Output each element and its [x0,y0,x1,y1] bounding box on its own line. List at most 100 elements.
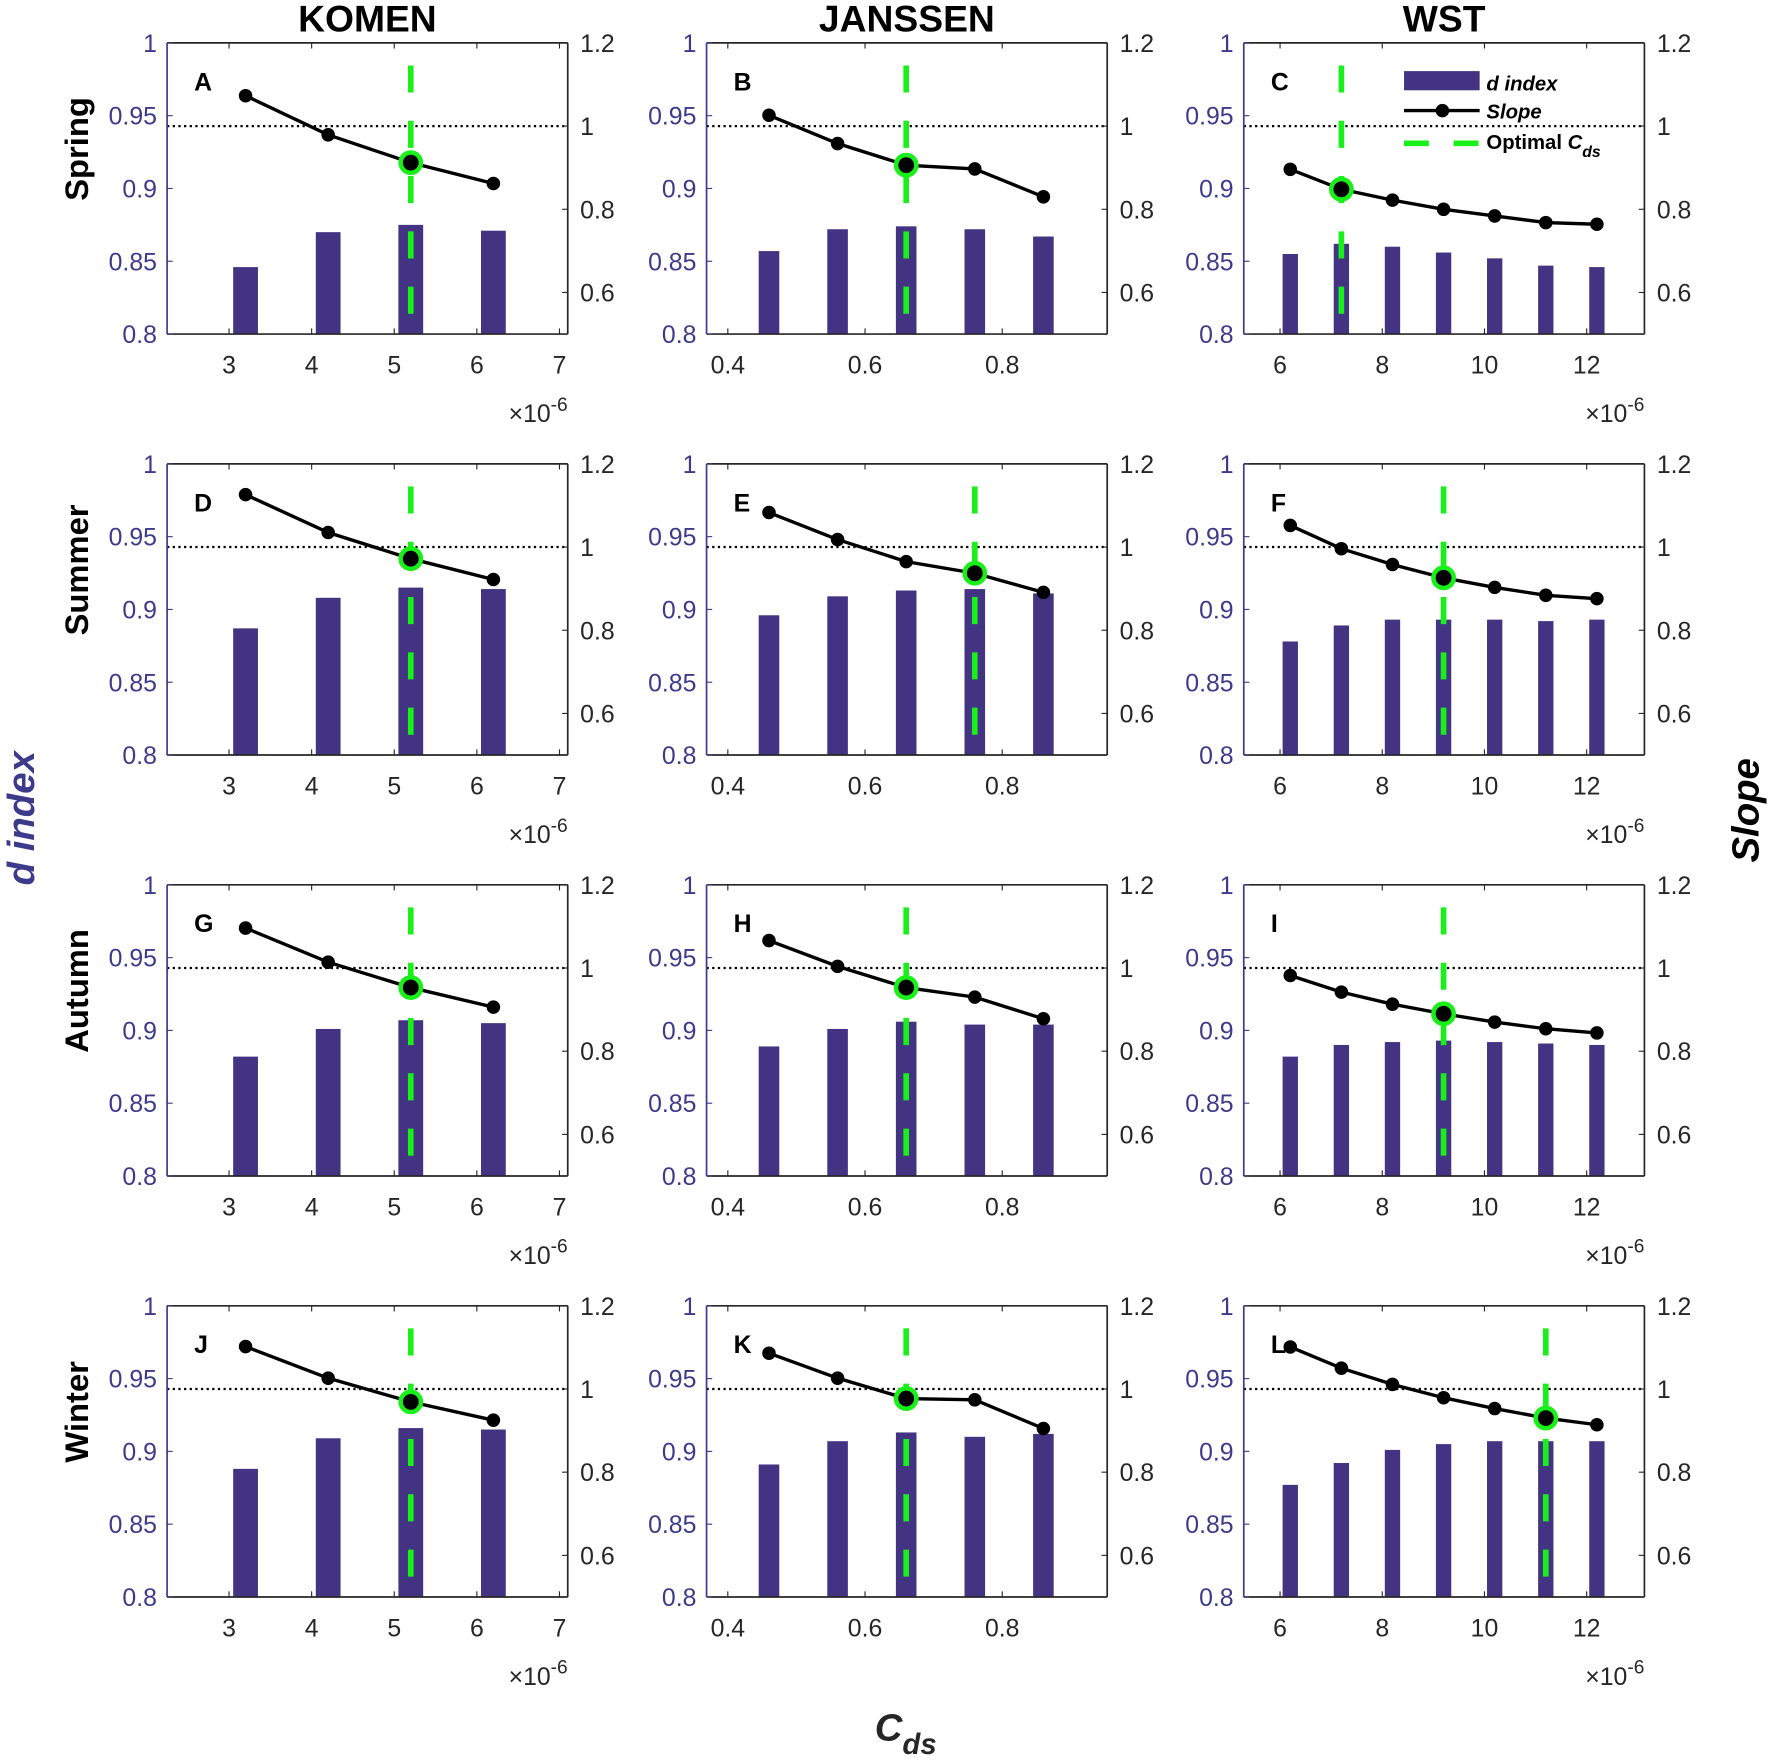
y2-tick-label: 1 [1657,535,1671,562]
y2-tick-label: 0.8 [1120,1460,1155,1487]
exponent-base: ×10 [509,1243,551,1270]
y-tick-label: 1 [1220,873,1234,900]
slope-point [1334,985,1349,999]
slope-point [238,487,253,502]
d-index-bar [315,1028,341,1176]
y-tick-label: 0.8 [122,1585,157,1612]
y-tick-label: 1 [1220,1294,1234,1321]
y-tick-label: 0.95 [1185,946,1233,973]
optimal-slope-marker [893,152,919,178]
row-label: Spring [58,97,95,201]
y2-tick-label: 0.8 [580,1460,614,1487]
y-tick-label: 0.85 [648,670,696,697]
x-tick-label: 6 [1273,353,1287,380]
optimal-slope-marker [398,975,424,1000]
d-index-bar [1435,619,1452,756]
y2-tick-label: 1 [580,535,594,562]
panel-c: 6 8 10 12 0.8 0.85 0.9 0.95 1 0.6 0.8 1 1.2 ×10-6 C d i… [1185,31,1691,428]
optimal-slope-marker [1431,1001,1456,1027]
y2-tick-label: 0.8 [580,618,614,645]
slope-point [238,88,253,103]
column-title: WST [1403,0,1486,40]
x-tick-label: 4 [305,1195,319,1222]
x-exponent-label: ×10-6 [1585,816,1644,849]
slope-point [1539,1021,1553,1036]
y-tick-label: 0.85 [648,249,696,276]
slope-point [1385,1377,1400,1392]
y2-tick-label: 1.2 [1657,873,1692,900]
y-tick-label: 1 [143,873,157,900]
y-tick-label: 0.95 [1185,525,1233,552]
exponent-power: -6 [1627,395,1644,416]
d-index-bar [1538,265,1554,335]
y-tick-label: 0.95 [648,525,696,552]
d-index-bar [1033,1433,1054,1597]
x-axis-label: Cds [875,1706,937,1761]
d-index-bar [1033,236,1054,335]
y2-tick-label: 1.2 [580,452,614,479]
y2-axis-label: Slope [1724,758,1767,862]
slope-point [1436,202,1451,217]
d-index-bar [827,1441,848,1597]
slope-point [1036,190,1051,204]
panel-g: 3 4 5 6 7 0.8 0.85 0.9 0.95 1 0.6 0.8 1 1.2 ×10-6 G [109,873,615,1270]
exponent-power: -6 [1627,816,1644,837]
d-index-bar [1333,625,1350,756]
slope-point [830,959,845,974]
slope-point [1283,1340,1298,1354]
panel-letter: A [194,69,212,96]
x-tick-label: 3 [222,1195,236,1222]
d-index-bar [233,1056,258,1176]
x-tick-label: 10 [1471,1195,1499,1222]
d-index-bar [1538,621,1554,756]
slope-line [244,493,494,582]
slope-point [1334,1361,1349,1375]
y-tick-label: 1 [143,452,157,479]
y2-tick-label: 0.6 [1657,280,1692,307]
y2-tick-label: 1 [1120,956,1134,983]
y2-tick-label: 0.8 [1120,197,1155,224]
slope-point [1283,518,1298,533]
d-index-bar [480,589,506,756]
y2-tick-label: 1 [1120,535,1134,562]
slope-point [1036,1011,1051,1026]
y-tick-label: 0.9 [122,177,157,204]
y2-tick-label: 0.6 [1120,1122,1155,1149]
y-tick-label: 1 [1220,452,1234,479]
x-axis-symbol: C [875,1706,904,1749]
d-index-bar [1435,252,1452,335]
exponent-power: -6 [551,1237,568,1258]
panel-letter: D [194,490,212,517]
x-exponent-label: ×10-6 [509,1237,568,1270]
x-tick-label: 6 [470,1195,484,1222]
d-index-bar [964,1436,986,1597]
optimal-slope-marker [1533,1405,1559,1431]
y2-tick-label: 0.6 [1120,280,1155,307]
d-index-bar [827,229,848,335]
panel-l: 6 8 10 12 0.8 0.85 0.9 0.95 1 0.6 0.8 1 1.2 ×10-6 L [1185,1294,1691,1691]
d-index-bar [827,1028,848,1176]
optimal-slope-marker [893,975,919,1000]
panel-a: 3 4 5 6 7 0.8 0.85 0.9 0.95 1 0.6 0.8 1 1.2 ×10-6 A [109,31,615,428]
x-exponent-label: ×10-6 [509,816,568,849]
slope-point [238,1339,253,1354]
slope-point [1590,1417,1604,1432]
d-index-bar [1384,1042,1401,1176]
y-tick-label: 0.8 [122,743,157,770]
row-label: Winter [58,1361,95,1463]
x-tick-label: 7 [553,1615,567,1642]
d-index-bar [1487,1441,1503,1597]
y-tick-label: 1 [683,31,697,58]
d-index-bar [1538,1043,1554,1176]
legend-d-index-label: d index [1486,73,1558,95]
x-exponent-label: ×10-6 [1585,1658,1644,1691]
y2-tick-label: 1 [580,1377,594,1404]
y2-tick-label: 0.6 [580,1122,614,1149]
d-index-bar [964,1024,986,1176]
panel-i: 6 8 10 12 0.8 0.85 0.9 0.95 1 0.6 0.8 1 1.2 ×10-6 I [1185,873,1691,1270]
panel-e: 0.4 0.6 0.8 0.8 0.85 0.9 0.95 1 0.6 0.8 1 1.2 E [648,452,1154,801]
y-tick-label: 1 [683,452,697,479]
exponent-base: ×10 [509,401,551,428]
d-index-bar [1487,619,1503,756]
x-axis-subscript: ds [902,1728,936,1761]
